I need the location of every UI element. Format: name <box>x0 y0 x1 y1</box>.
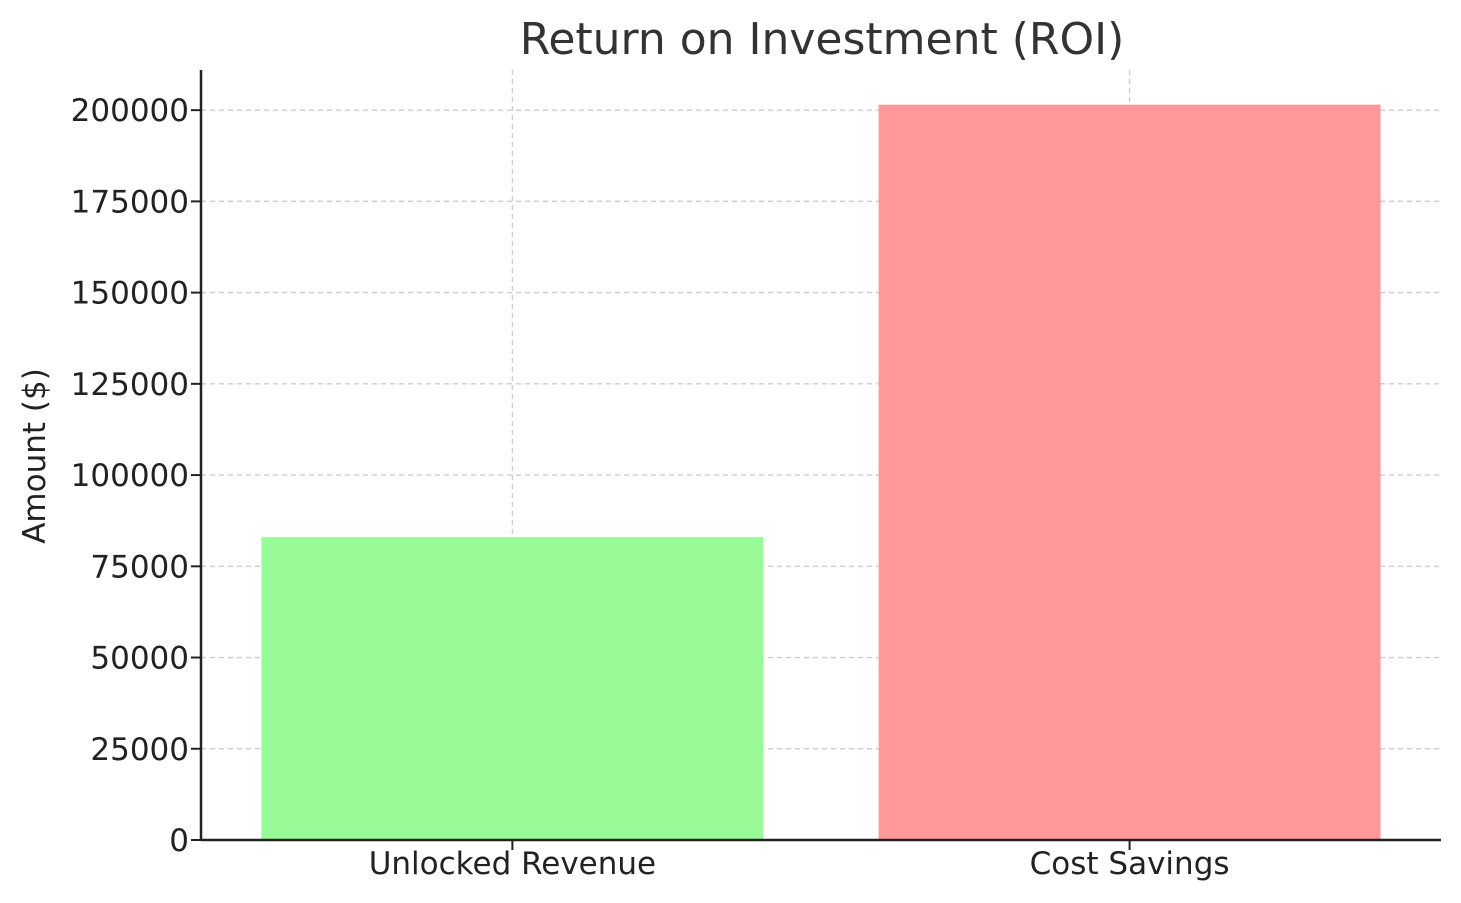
bar-cost-savings <box>878 104 1381 841</box>
y-tick-label: 100000 <box>71 458 189 494</box>
y-tick-label: 0 <box>169 823 189 859</box>
y-axis-label: Amount ($) <box>17 368 53 544</box>
bar-unlocked-revenue <box>261 537 764 840</box>
y-tick-label: 50000 <box>90 641 189 677</box>
y-tick-label: 75000 <box>90 549 189 585</box>
y-tick-label: 200000 <box>71 93 189 129</box>
chart-title: Return on Investment (ROI) <box>520 14 1125 65</box>
bars-layer <box>261 104 1381 841</box>
y-tick-label: 175000 <box>71 184 189 220</box>
y-tick-label: 150000 <box>71 276 189 312</box>
y-tick-label: 25000 <box>90 732 189 768</box>
axes-layer: 0 25000 50000 75000 100000 125000 150000 175000… <box>71 70 1441 882</box>
x-tick-label: Unlocked Revenue <box>369 846 656 882</box>
y-tick-label: 125000 <box>71 367 189 403</box>
x-tick-label: Cost Savings <box>1030 846 1230 882</box>
